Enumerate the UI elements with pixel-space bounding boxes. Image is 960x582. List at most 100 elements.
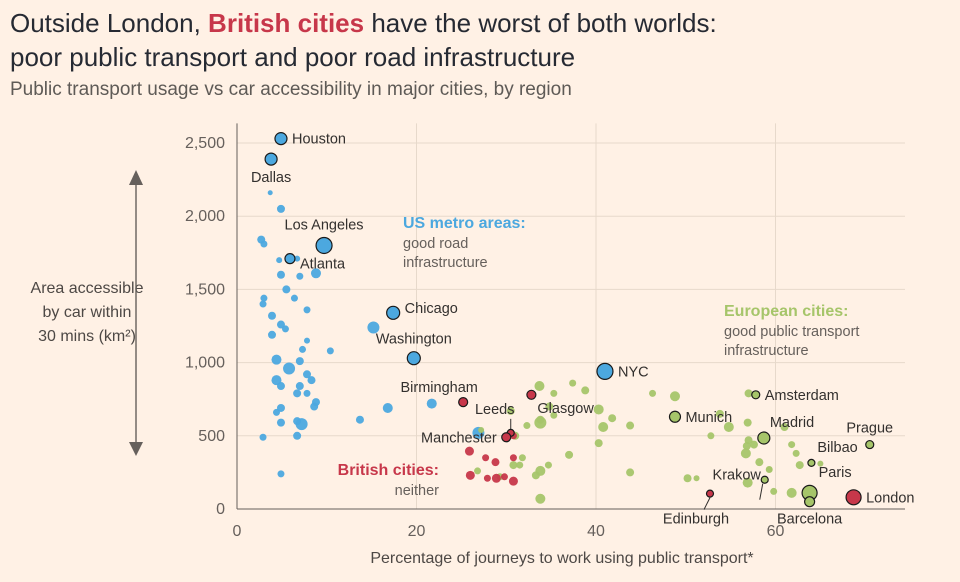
chicago-point: [386, 305, 401, 320]
x-tick-label: 60: [767, 523, 785, 540]
eu-city-point: [786, 487, 797, 498]
us-city-point: [276, 382, 285, 391]
eu-city-point: [535, 493, 546, 504]
eu-city-point: [534, 416, 547, 429]
eu-city-point: [545, 402, 554, 411]
eu-city-point: [669, 391, 680, 402]
eu-city-point: [744, 389, 753, 398]
dallas-label: Dallas: [251, 170, 291, 186]
eu-city-point: [474, 467, 482, 475]
los-angeles-point: [315, 236, 333, 255]
eu-city-point: [723, 422, 734, 433]
uk-city-point: [482, 454, 490, 462]
edinburgh-point: [705, 489, 715, 498]
uk-city-point: [508, 476, 518, 486]
us-city-point: [310, 402, 319, 411]
london-point: [845, 489, 862, 506]
eu-group-heading: European cities:: [724, 303, 848, 320]
y-axis-title: by car within: [43, 304, 132, 321]
washington-label: Washington: [376, 332, 452, 348]
chicago-label: Chicago: [405, 301, 458, 317]
prague-label: Prague: [846, 421, 893, 437]
us-city-point: [268, 330, 277, 339]
us-city-point: [304, 337, 311, 344]
atlanta-point: [284, 253, 296, 265]
us-city-point: [276, 257, 283, 264]
madrid-point: [757, 431, 771, 445]
us-city-point: [382, 402, 393, 413]
houston-point: [274, 132, 288, 146]
us-city-point: [260, 240, 268, 248]
manchester-label: Manchester: [421, 430, 497, 446]
us-city-point: [295, 382, 304, 391]
group-description: infrastructure: [724, 343, 809, 359]
us-city-point: [355, 415, 364, 424]
amsterdam-point: [751, 390, 761, 400]
x-axis-title: Percentage of journeys to work using pub…: [370, 550, 753, 567]
us-city-point: [293, 431, 302, 440]
paris-label: Paris: [819, 465, 852, 481]
group-description: good public transport: [724, 324, 859, 340]
y-tick-label: 1,000: [185, 355, 225, 372]
y-axis-title: 30 mins (km²): [38, 328, 136, 345]
us-city-point: [295, 418, 308, 431]
y-tick-label: 0: [216, 501, 225, 518]
us-city-point: [296, 272, 304, 280]
eu-city-point: [544, 461, 552, 469]
x-tick-label: 20: [408, 523, 426, 540]
y-tick-label: 2,500: [185, 135, 225, 152]
group-description: neither: [395, 483, 440, 499]
us-city-point: [295, 357, 304, 366]
eu-city-point: [792, 449, 800, 457]
us-city-point: [272, 408, 280, 416]
eu-city-point: [693, 475, 700, 482]
chart-subtitle: Public transport usage vs car accessibil…: [10, 79, 572, 100]
eu-city-point: [683, 474, 692, 483]
eu-city-point: [715, 409, 724, 418]
uk-city-point: [464, 446, 474, 456]
eu-city-point: [788, 441, 796, 449]
eu-city-point: [770, 487, 778, 495]
eu-city-point: [755, 458, 764, 467]
x-tick-label: 40: [587, 523, 605, 540]
uk-city-point: [509, 454, 517, 462]
munich-point: [668, 410, 682, 423]
us-city-point: [260, 294, 268, 302]
london-label: London: [866, 490, 914, 506]
us-city-point: [293, 389, 302, 398]
bilbao-point: [807, 458, 816, 467]
eu-city-point: [795, 461, 804, 470]
us-city-point: [267, 190, 273, 196]
uk-city-point: [465, 470, 475, 480]
us-city-point: [294, 255, 301, 262]
eu-city-point: [518, 454, 526, 462]
y-axis-title: Area accessible: [31, 280, 144, 297]
eu-city-point: [565, 450, 574, 459]
us-city-point: [299, 345, 307, 353]
us-city-point: [426, 398, 437, 409]
eu-city-point: [509, 461, 518, 470]
y-tick-label: 500: [198, 428, 225, 445]
eu-city-point: [766, 466, 773, 473]
dallas-point: [264, 152, 278, 166]
eu-city-point: [780, 423, 789, 432]
us-city-point: [276, 204, 285, 213]
us-city-point: [303, 306, 311, 314]
munich-label: Munich: [685, 410, 732, 426]
houston-label: Houston: [292, 132, 346, 148]
title-highlight: British cities: [208, 8, 365, 38]
leeds-label: Leeds: [475, 402, 515, 418]
edinburgh-leader-line: [703, 497, 711, 510]
eu-city-point: [594, 439, 603, 448]
eu-city-point: [478, 426, 485, 433]
eu-city-point: [742, 442, 751, 451]
group-description: good road: [403, 236, 468, 252]
us-city-point: [271, 354, 282, 365]
uk-city-point: [500, 473, 508, 481]
amsterdam-label: Amsterdam: [765, 388, 839, 404]
us-city-point: [283, 362, 296, 375]
us-city-point: [303, 370, 312, 379]
glasgow-label: Glasgow: [537, 401, 594, 417]
barcelona-point: [804, 496, 816, 508]
